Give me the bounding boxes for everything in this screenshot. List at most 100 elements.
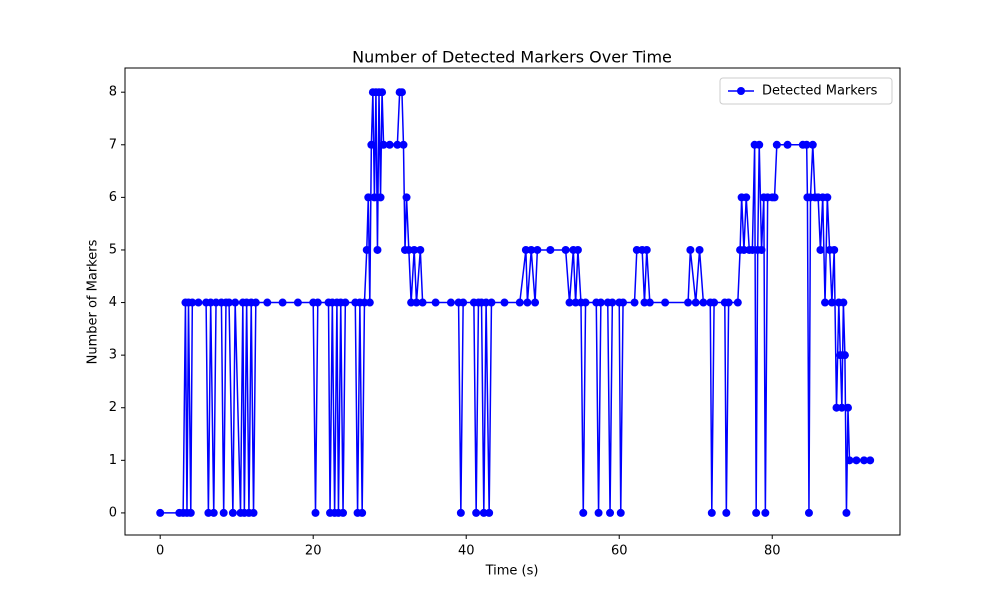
data-point [581,298,590,307]
data-point [606,508,615,517]
y-tick-label: 6 [109,190,117,205]
data-point [724,298,733,307]
data-point [821,298,830,307]
data-point [209,508,218,517]
data-point [487,298,496,307]
x-tick-label: 40 [458,544,475,559]
data-point [399,140,408,149]
y-tick-label: 7 [109,137,117,152]
data-point [313,298,322,307]
data-point [186,508,195,517]
data-point [431,298,440,307]
y-tick-label: 1 [109,453,117,468]
data-point [840,351,849,360]
data-point [852,456,861,465]
data-point [231,298,240,307]
data-point [860,456,869,465]
data-point [565,298,574,307]
data-point [370,193,379,202]
y-tick-label: 0 [109,505,117,520]
data-point [364,193,373,202]
data-point [684,298,693,307]
data-point [808,140,817,149]
data-point [402,193,411,202]
data-point [531,298,540,307]
data-point [225,298,234,307]
data-point [804,508,813,517]
x-tick-label: 60 [611,544,628,559]
legend-box [719,77,893,105]
data-point [533,245,542,254]
data-point [699,298,708,307]
data-point [397,88,406,97]
data-point [500,298,509,307]
data-point [579,508,588,517]
data-point [410,245,419,254]
data-point [362,245,371,254]
data-point [645,298,654,307]
data-point [842,508,851,517]
data-point [228,508,237,517]
data-point [661,298,670,307]
legend-marker [737,87,745,95]
y-tick-label: 2 [109,400,117,415]
data-point [249,508,258,517]
data-point [722,508,731,517]
data-point [373,245,382,254]
data-point [263,298,272,307]
data-point [561,245,570,254]
data-point [866,456,875,465]
chart-title: Number of Detected Markers Over Time [352,48,672,67]
data-point [156,508,165,517]
data-point [376,193,385,202]
data-point [816,245,825,254]
data-point [837,403,846,412]
x-axis-label: Time (s) [485,564,539,579]
data-point [707,508,716,517]
data-point [839,298,848,307]
data-point [742,193,751,202]
data-point [710,298,719,307]
data-point [616,508,625,517]
data-point [695,245,704,254]
data-point [757,245,766,254]
data-point [761,508,770,517]
data-point [251,298,260,307]
data-point [194,298,203,307]
data-point [393,140,402,149]
data-point [686,245,695,254]
y-tick-label: 5 [109,242,117,257]
data-point [416,245,425,254]
data-point [358,508,367,517]
y-tick-label: 4 [109,295,117,310]
y-tick-label: 8 [109,85,117,100]
data-point [527,245,536,254]
data-point [608,298,617,307]
data-point [219,508,228,517]
data-point [446,298,455,307]
data-point [379,140,388,149]
y-tick-label: 3 [109,348,117,363]
data-point [341,298,350,307]
data-point [619,298,628,307]
data-point [311,508,320,517]
data-point [367,140,376,149]
data-point [339,508,348,517]
data-point [830,245,839,254]
data-point [456,508,465,517]
data-point [843,403,852,412]
x-tick-label: 80 [764,544,781,559]
legend-label: Detected Markers [762,84,878,99]
data-point [752,508,761,517]
data-point [378,88,387,97]
data-point [733,298,742,307]
x-tick-label: 0 [156,544,164,559]
data-point [596,298,605,307]
legend: Detected Markers [719,77,893,105]
data-point [772,140,781,149]
data-point [418,298,427,307]
data-point [412,298,421,307]
data-point [188,298,197,307]
plot-frame [124,67,901,536]
